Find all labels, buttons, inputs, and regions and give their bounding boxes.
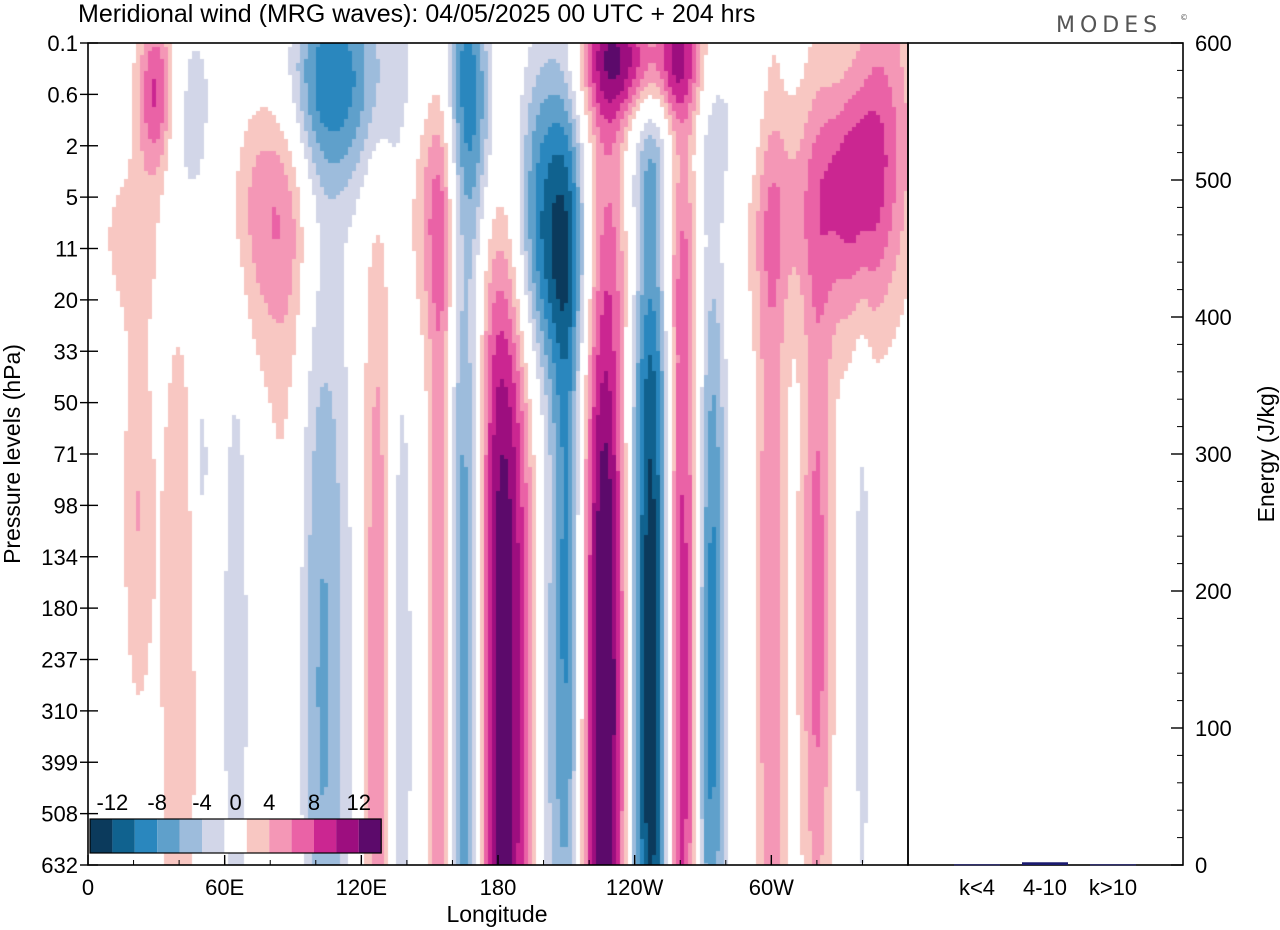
energy-bar (1090, 864, 1136, 866)
x-tick-label: 120W (606, 875, 664, 900)
y-tick-label: 20 (54, 288, 78, 313)
wind-heatmap (88, 43, 908, 865)
y-tick-label: 71 (54, 442, 78, 467)
y-tick-label: 399 (41, 750, 78, 775)
colorbar-frame (89, 818, 382, 854)
energy-axis-label: Energy (J/kg) (1253, 386, 1279, 523)
colorbar-swatch (336, 819, 359, 853)
colorbar-swatch (90, 819, 113, 853)
longitude-axis: 0 60E 120E 180 120W 60W (82, 855, 909, 900)
energy-category-label: k>10 (1089, 875, 1137, 900)
y-axis-label: Pressure levels (hPa) (0, 344, 25, 564)
y-tick-label: 134 (41, 545, 78, 570)
x-tick-label: 120E (336, 875, 387, 900)
colorbar-label: 4 (263, 790, 275, 815)
colorbar-swatch (358, 819, 382, 853)
x-tick-label: 60E (205, 875, 244, 900)
colorbar-label: 8 (308, 790, 320, 815)
energy-bars (954, 862, 1136, 866)
energy-categories: k<4 4-10 k>10 (959, 875, 1137, 900)
energy-bar (1022, 862, 1068, 865)
y-tick-label: 98 (54, 493, 78, 518)
colorbar-swatch (157, 819, 180, 853)
colorbar-label: 12 (347, 790, 371, 815)
energy-category-label: k<4 (959, 875, 995, 900)
y-tick-label: 237 (41, 648, 78, 673)
y-tick-label: 11 (55, 237, 78, 262)
colorbar-swatch (134, 819, 158, 853)
y-tick-label: 0.1 (47, 31, 78, 56)
colorbar-label: -8 (147, 790, 167, 815)
y-tick-label: 310 (41, 699, 78, 724)
energy-tick-label: 600 (1195, 31, 1232, 56)
x-tick-label: 180 (480, 875, 517, 900)
y-tick-label: 2 (66, 134, 78, 159)
logo-text: MODES (1056, 13, 1162, 38)
colorbar-swatch (246, 819, 270, 853)
energy-tick-label: 300 (1195, 442, 1232, 467)
x-tick-label: 0 (82, 875, 94, 900)
energy-frame (907, 42, 1184, 866)
energy-tick-label: 100 (1195, 716, 1232, 741)
heatmap-raster (88, 43, 908, 865)
y-tick-label: 50 (54, 391, 78, 416)
pressure-axis: 0.1 0.6 2 5 11 20 33 50 71 98 134 180 237 310 399 508 63… (41, 31, 98, 878)
x-axis-label: Longitude (446, 901, 547, 927)
x-tick-label: 60W (749, 875, 794, 900)
heatmap-canvas (88, 43, 908, 865)
y-tick-label: 632 (41, 853, 78, 878)
energy-tick-label: 0 (1195, 853, 1207, 878)
y-tick-label: 0.6 (47, 82, 78, 107)
energy-tick-label: 500 (1195, 168, 1232, 193)
colorbar-swatch (291, 819, 314, 853)
colorbar-swatch (112, 819, 135, 853)
chart-title: Meridional wind (MRG waves): 04/05/2025 … (78, 0, 755, 28)
colorbar: -12 -8 -4 0 4 8 12 (89, 790, 382, 854)
energy-tick-label: 200 (1195, 579, 1232, 604)
colorbar-swatch (179, 819, 202, 853)
y-tick-label: 180 (41, 596, 78, 621)
colorbar-swatch (269, 819, 292, 853)
energy-axis: 0 100 200 300 400 500 600 (1171, 31, 1232, 878)
modes-logo: MODES © (1056, 13, 1188, 38)
y-tick-label: 508 (41, 802, 78, 827)
colorbar-label: -12 (97, 790, 129, 815)
colorbar-label: 0 (229, 790, 241, 815)
colorbar-label: -4 (192, 790, 212, 815)
colorbar-swatch (314, 819, 337, 853)
energy-bar (954, 864, 1000, 866)
y-tick-label: 5 (66, 185, 78, 210)
colorbar-swatch (202, 819, 225, 853)
colorbar-swatch (224, 819, 247, 853)
energy-tick-label: 400 (1195, 305, 1232, 330)
logo-mark: © (1180, 13, 1188, 22)
energy-category-label: 4-10 (1023, 875, 1067, 900)
y-tick-label: 33 (54, 339, 78, 364)
